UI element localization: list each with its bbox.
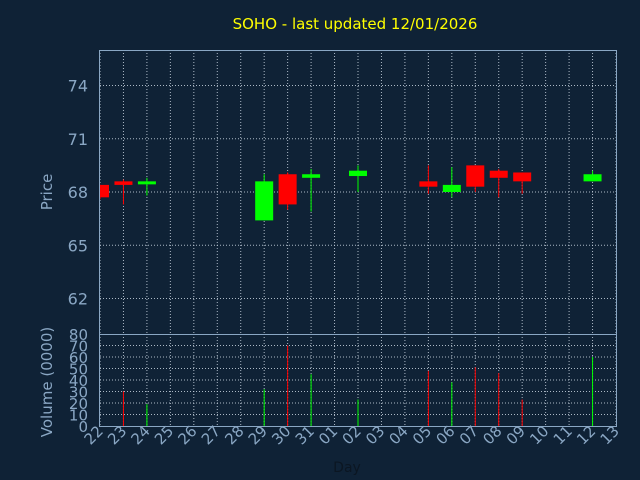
volume-tick-label: 70 (69, 338, 88, 356)
candle (255, 174, 274, 221)
candle (349, 165, 367, 192)
volume-panel-frame (99, 334, 617, 427)
volume-axis-label: Volume (0000) (38, 327, 56, 437)
candle-body (583, 174, 602, 182)
candle-body (302, 174, 321, 178)
candle-body (255, 181, 274, 221)
volume-tick-label: 20 (69, 395, 88, 413)
price-tick-label: 68 (68, 183, 88, 202)
price-tick-label: 74 (68, 77, 88, 96)
volume-tick-label: 30 (69, 384, 88, 402)
price-tick-label: 65 (68, 236, 88, 255)
candle-body (114, 181, 133, 185)
candle (419, 165, 438, 194)
candle (114, 179, 133, 205)
candle-body (489, 170, 508, 178)
volume-tick-label: 40 (69, 372, 88, 390)
candle-body (419, 181, 438, 187)
candle-body (513, 172, 532, 182)
candle-body (100, 184, 109, 198)
candle-body (442, 184, 461, 192)
candle-body (137, 181, 156, 185)
candle (99, 184, 109, 200)
candle (442, 167, 461, 198)
price-axis-label: Price (38, 174, 56, 211)
volume-tick-label: 50 (69, 361, 88, 379)
volume-bars-layer (122, 345, 594, 426)
candle-body (466, 165, 485, 187)
candles-layer (99, 165, 602, 221)
volume-tick-label: 10 (69, 407, 88, 425)
candle (137, 177, 156, 196)
chart-title: SOHO - last updated 12/01/2026 (233, 15, 478, 33)
candle (513, 172, 532, 194)
price-tick-label: 62 (68, 290, 88, 309)
volume-tick-label: 80 (69, 326, 88, 344)
candle (583, 170, 602, 182)
x-axis-label: Day (333, 460, 361, 476)
volume-tick-label: 0 (78, 418, 88, 436)
candle (466, 165, 485, 192)
candle (489, 168, 508, 198)
price-tick-labels: 62 65 68 71 74 (68, 77, 88, 309)
candle (302, 168, 321, 212)
candle-body (278, 174, 297, 205)
price-tick-label: 71 (68, 130, 88, 149)
volume-tick-label: 60 (69, 349, 88, 367)
candle-body (349, 170, 367, 177)
candle (278, 172, 297, 210)
